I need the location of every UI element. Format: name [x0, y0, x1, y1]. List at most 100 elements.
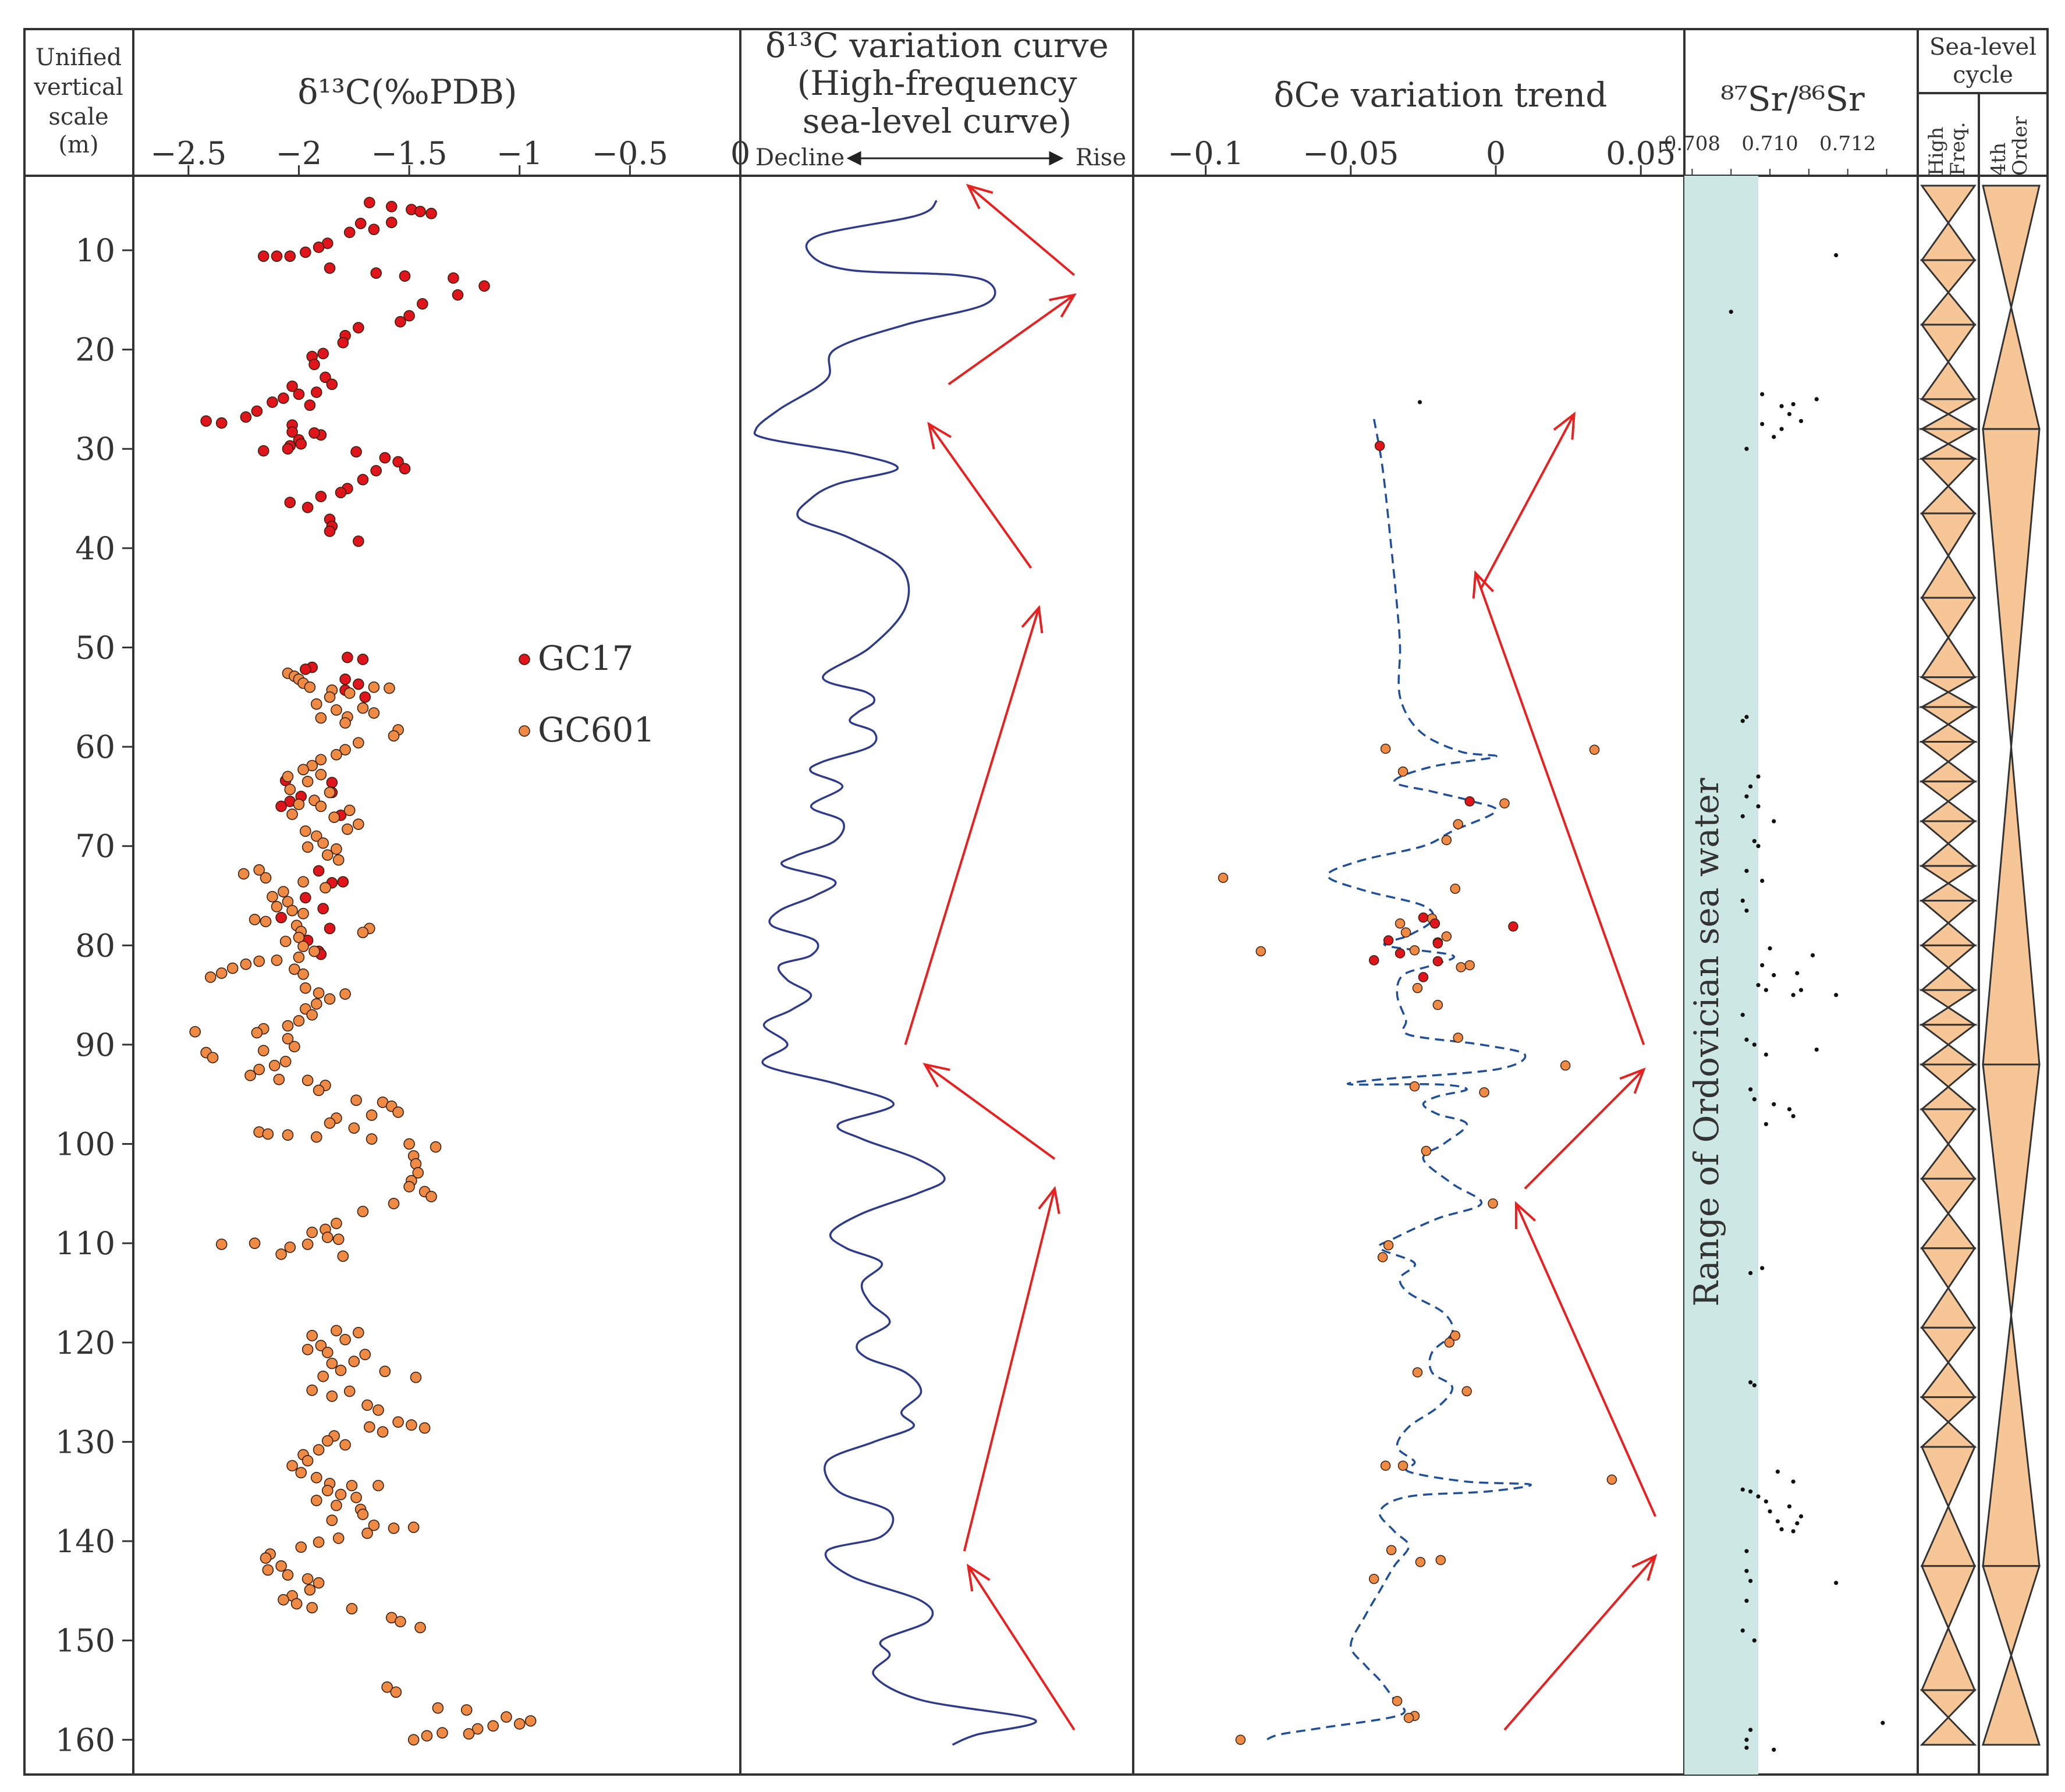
dce-gc601-point-31 — [1380, 1460, 1391, 1471]
d13c-gc17-point-26 — [337, 336, 349, 349]
curve-arrow-6-head — [966, 1563, 991, 1592]
d13c-gc17-point-55 — [370, 464, 382, 477]
d13c-gc17-point-39 — [240, 411, 252, 423]
d13c-gc601-point-171 — [321, 1485, 333, 1496]
d13c-gc17-point-60 — [284, 496, 296, 509]
high-frequency-cycles — [1918, 184, 1978, 1746]
d13c-gc601-point-129 — [301, 1239, 314, 1250]
curve-title-line-1: δ¹³C variation curve — [765, 26, 1109, 65]
curve-arrow-1-head — [1049, 293, 1077, 318]
dce-gc601-point-4 — [1453, 819, 1463, 829]
sr-point-11 — [1772, 435, 1776, 439]
d13c-gc601-point-138 — [339, 1333, 351, 1346]
d13c-gc601-point-74 — [297, 968, 309, 980]
sr-point-59 — [1787, 1504, 1792, 1509]
d13c-gc17-point-54 — [399, 463, 411, 475]
dce-gc17-point-1 — [1464, 796, 1475, 807]
hf-cycle-26-upper — [1919, 1689, 1977, 1719]
sr-point-54 — [1775, 1470, 1780, 1474]
seawater-range-band — [1684, 176, 1758, 1775]
hf-cycle-7-upper — [1920, 597, 1977, 640]
sr-point-50 — [1748, 1380, 1753, 1385]
d13c-gc601-point-31 — [293, 799, 305, 810]
d13c-gc601-point-172 — [335, 1489, 347, 1500]
hf-cycle-21-upper — [1920, 1247, 1977, 1290]
d13c-gc601-point-204 — [432, 1702, 444, 1714]
sr-point-19 — [1740, 814, 1745, 819]
d13c-gc601-point-183 — [332, 1532, 345, 1544]
curve-arrow-6-shaft — [967, 1565, 1076, 1731]
sr-point-76 — [1881, 1720, 1885, 1725]
depth-tick-label-50: 50 — [75, 629, 115, 666]
d13c-gc601-point-112 — [282, 1129, 294, 1141]
d13c-gc601-point-214 — [407, 1734, 420, 1746]
scale-header-line-4: (m) — [58, 132, 98, 158]
dce-arrow-3-head — [1514, 1201, 1536, 1229]
sr-point-27 — [1768, 946, 1772, 951]
dce-arrow-0-head — [1553, 411, 1576, 440]
sr-point-18 — [1756, 804, 1761, 809]
d13c-gc601-point-63 — [279, 935, 292, 948]
d13c-gc601-point-150 — [343, 1385, 356, 1397]
d13c-gc17-point-71 — [353, 678, 364, 690]
hf-cycle-8-lower — [1918, 691, 1978, 708]
dce-gc601-point-19 — [1453, 1032, 1463, 1043]
dce-gc17-point-10 — [1418, 972, 1429, 982]
d13c-gc601-point-114 — [430, 1141, 442, 1153]
d13c-gc601-point-100 — [350, 1094, 362, 1106]
d13c-gc17-point-1 — [385, 201, 398, 212]
d13c-gc17-point-64 — [324, 526, 336, 537]
d13c-gc601-point-162 — [313, 1444, 325, 1456]
sea-level-header-line-1: Sea-level — [1929, 34, 2036, 61]
d13c-gc601-point-126 — [306, 1226, 318, 1239]
header-row: Unified vertical scale (m) δ¹³C(‰PDB) δ¹… — [33, 26, 2036, 176]
d13c-gc601-point-191 — [301, 1573, 314, 1585]
dce-gc601-point-1 — [1589, 744, 1600, 755]
d13c-gc601-point-141 — [321, 1347, 333, 1358]
d13c-gc17-point-75 — [326, 776, 338, 789]
d13c-gc17-point-87 — [324, 922, 336, 935]
d13c-gc601-point-66 — [293, 951, 305, 963]
d13c-gc601-point-67 — [271, 954, 283, 966]
dce-tick-label-0: −0.1 — [1168, 135, 1244, 172]
curve-arrow-0-shaft — [967, 184, 1076, 276]
d13c-gc601-point-178 — [326, 1514, 338, 1527]
dce-trend-layer — [1263, 418, 1532, 1743]
d13c-gc601-point-15 — [315, 712, 327, 724]
dce-gc601-series — [1218, 743, 1617, 1745]
sr-point-31 — [1772, 973, 1776, 978]
d13c-gc601-point-104 — [366, 1109, 378, 1121]
d13c-gc601-point-95 — [244, 1070, 256, 1081]
d13c-gc601-point-65 — [308, 945, 320, 957]
depth-tick-label-140: 140 — [55, 1523, 115, 1560]
d13c-gc601-point-39 — [310, 830, 322, 842]
d13c-gc601-point-158 — [377, 1426, 389, 1438]
dce-tick-label-1: −0.05 — [1303, 135, 1399, 172]
d13c-gc17-point-15 — [324, 262, 336, 274]
sr-point-16 — [1748, 784, 1753, 789]
hf-cycle-22-lower — [1919, 1361, 1977, 1399]
d13c-gc601-point-87 — [282, 1032, 294, 1045]
dce-gc601-point-26 — [1377, 1252, 1388, 1262]
d13c-gc601-point-170 — [372, 1479, 384, 1492]
d13c-gc17-point-7 — [385, 217, 398, 228]
hf-cycle-19-upper — [1919, 1108, 1977, 1146]
d13c-gc601-point-136 — [353, 1326, 364, 1339]
sr-point-5 — [1814, 397, 1819, 402]
dce-gc601-point-33 — [1606, 1474, 1617, 1485]
d13c-gc601-point-190 — [282, 1569, 294, 1581]
d13c-gc601-point-79 — [310, 998, 322, 1010]
d13c-gc601-point-32 — [315, 800, 327, 812]
d13c-gc601-point-121 — [425, 1191, 437, 1202]
d13c-gc17-point-35 — [278, 392, 289, 404]
fourth-cycle-3-lower — [1981, 1652, 2041, 1746]
hf-cycle-6-upper — [1920, 512, 1977, 558]
fourth-order-label-1: 4th — [1987, 143, 2010, 176]
sr-point-28 — [1810, 953, 1815, 957]
dce-gc17-series — [1368, 441, 1518, 982]
sr-point-21 — [1752, 839, 1757, 843]
depth-tick-label-70: 70 — [75, 828, 115, 865]
depth-tick-label-100: 100 — [55, 1126, 115, 1163]
d13c-gc17-point-0 — [364, 197, 375, 208]
hf-cycle-12-upper — [1919, 820, 1978, 845]
